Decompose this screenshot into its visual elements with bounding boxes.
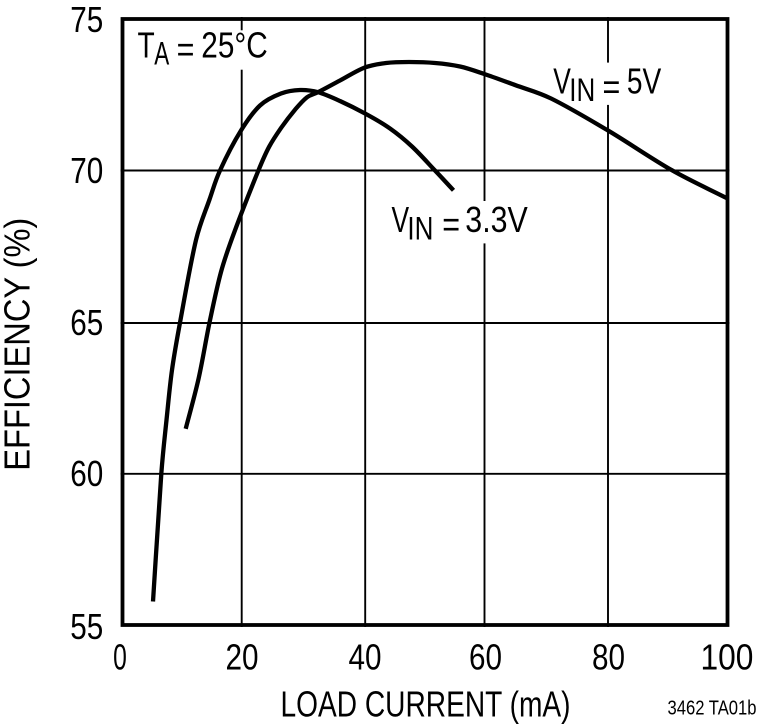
svg-text:60: 60 xyxy=(469,637,502,678)
svg-text:3.3V: 3.3V xyxy=(465,199,528,240)
svg-text:V: V xyxy=(392,199,410,240)
svg-text:60: 60 xyxy=(70,453,103,494)
svg-text:75: 75 xyxy=(70,0,103,40)
svg-text:25°C: 25°C xyxy=(201,25,267,66)
svg-text:IN: IN xyxy=(407,211,433,247)
svg-text:=: = xyxy=(177,29,195,70)
svg-text:20: 20 xyxy=(226,637,259,678)
svg-text:A: A xyxy=(154,36,169,72)
svg-text:T: T xyxy=(138,25,155,66)
svg-text:EFFICIENCY (%): EFFICIENCY (%) xyxy=(0,218,38,471)
svg-text:IN: IN xyxy=(569,72,595,108)
svg-text:65: 65 xyxy=(70,302,103,343)
svg-text:80: 80 xyxy=(592,637,625,678)
svg-text:=: = xyxy=(603,66,621,107)
svg-text:5V: 5V xyxy=(627,60,661,101)
svg-text:70: 70 xyxy=(70,150,103,191)
svg-text:=: = xyxy=(442,204,460,245)
svg-text:0: 0 xyxy=(113,637,127,678)
svg-text:55: 55 xyxy=(70,606,103,647)
svg-text:V: V xyxy=(553,60,571,101)
svg-text:100: 100 xyxy=(700,637,753,678)
svg-text:40: 40 xyxy=(349,637,382,678)
svg-text:3462 TA01b: 3462 TA01b xyxy=(668,698,757,720)
svg-text:LOAD CURRENT (mA): LOAD CURRENT (mA) xyxy=(281,684,571,725)
